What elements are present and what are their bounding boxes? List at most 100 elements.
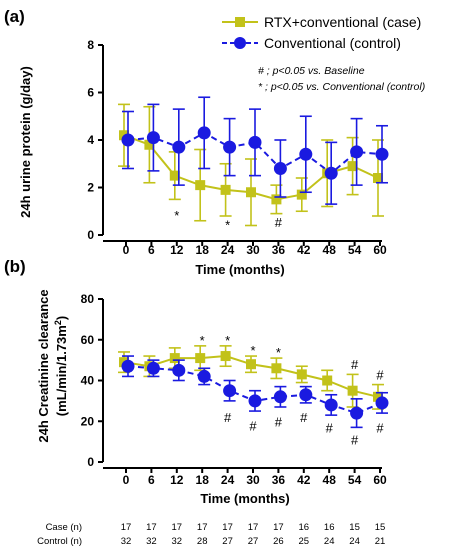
- y-tick-label: 2: [87, 181, 94, 195]
- control-point: [375, 147, 389, 161]
- count-cell: 21: [375, 536, 386, 547]
- count-cell: 17: [172, 522, 183, 533]
- case-point: [347, 385, 358, 396]
- count-cell: 17: [248, 522, 259, 533]
- y-axis-title-b-line2: (mL/min/1.73m2): [53, 316, 69, 416]
- count-cell: 17: [273, 522, 284, 533]
- significance-marker: #: [351, 433, 359, 448]
- count-cell: 28: [197, 536, 208, 547]
- count-cell: 16: [299, 522, 310, 533]
- count-cell: 16: [324, 522, 335, 533]
- case-point: [195, 180, 206, 191]
- significance-marker: #: [351, 357, 359, 372]
- x-tick-label: 18: [196, 473, 210, 487]
- significance-marker: #: [275, 414, 283, 429]
- case-point: [169, 353, 180, 364]
- sample-size-table: Case (n) 17 17 17 17 17 17 17 16 16 15 15 Control (n…: [37, 522, 385, 547]
- significance-marker: #: [300, 410, 308, 425]
- x-tick-label: 54: [348, 243, 362, 257]
- x-tick-label: 24: [221, 243, 235, 257]
- x-tick-label: 60: [373, 473, 387, 487]
- count-cell: 32: [172, 536, 183, 547]
- control-point: [197, 126, 211, 140]
- x-tick-label: 0: [123, 473, 130, 487]
- x-tick-label: 36: [272, 243, 286, 257]
- significance-marker: *: [225, 333, 230, 348]
- chart-panel-b: 0 20 40 60 80 0 6 12 18 24 30 36 42 48 54 60 * * * * # # # # # # #…: [81, 292, 389, 487]
- x-tick-label: 48: [323, 243, 337, 257]
- count-cell: 32: [146, 536, 157, 547]
- control-point: [223, 140, 237, 154]
- x-tick-label: 36: [272, 473, 286, 487]
- case-point: [169, 170, 180, 181]
- significance-marker: *: [250, 343, 255, 358]
- control-point: [248, 394, 262, 408]
- control-series-line: [127, 131, 383, 175]
- case-point: [373, 391, 383, 402]
- control-point: [350, 406, 364, 420]
- count-cell: 17: [197, 522, 208, 533]
- significance-marker: *: [200, 333, 205, 348]
- x-tick-label: 30: [246, 473, 260, 487]
- control-point: [273, 390, 287, 404]
- x-tick-label: 6: [148, 473, 155, 487]
- significance-marker: *: [276, 345, 281, 360]
- case-point: [373, 173, 383, 183]
- count-cell: 17: [146, 522, 157, 533]
- x-tick-label: 24: [221, 473, 235, 487]
- legend-case-label: RTX+conventional (case): [264, 14, 421, 30]
- control-point: [324, 398, 338, 412]
- case-point: [246, 187, 256, 198]
- control-point: [121, 359, 135, 373]
- case-point: [296, 369, 307, 380]
- legend: RTX+conventional (case) Conventional (co…: [222, 14, 421, 51]
- count-cell: 24: [349, 536, 360, 547]
- control-point: [273, 162, 287, 175]
- case-point: [195, 353, 206, 364]
- panel-label-b: (b): [4, 257, 26, 276]
- y-tick-label: 40: [81, 374, 95, 388]
- count-cell: 25: [299, 536, 310, 547]
- x-tick-label: 48: [323, 473, 337, 487]
- legend-control-label: Conventional (control): [264, 35, 401, 51]
- case-point: [296, 189, 307, 200]
- count-cell: 27: [222, 536, 233, 547]
- count-row-label: Control (n): [37, 536, 82, 547]
- count-cell: 26: [273, 536, 284, 547]
- control-point: [350, 145, 364, 159]
- case-point: [271, 194, 282, 205]
- count-cell: 15: [349, 522, 360, 533]
- case-point: [322, 375, 333, 386]
- x-tick-label: 18: [196, 243, 210, 257]
- count-row-label: Case (n): [46, 522, 82, 533]
- panel-label-a: (a): [4, 7, 25, 26]
- x-tick-label: 60: [373, 243, 387, 257]
- x-tick-label: 30: [246, 243, 260, 257]
- count-cell: 15: [375, 522, 386, 533]
- control-point: [172, 363, 186, 377]
- x-tick-label: 12: [170, 473, 184, 487]
- control-point: [324, 166, 338, 180]
- x-tick-label: 42: [297, 243, 311, 257]
- control-point: [299, 147, 313, 161]
- significance-marker: *: [174, 208, 179, 223]
- x-axis-title-a: Time (months): [195, 262, 284, 277]
- y-axis-title-b-line1: 24h Creatinine clearance: [36, 289, 51, 442]
- y-tick-label: 8: [87, 38, 94, 52]
- count-cell: 32: [121, 536, 132, 547]
- control-point: [197, 369, 211, 383]
- significance-marker: #: [376, 420, 384, 435]
- note-conventional: * ; p<0.05 vs. Conventional (control): [258, 81, 425, 93]
- x-tick-label: 6: [148, 243, 155, 257]
- control-point: [172, 140, 186, 154]
- control-point: [146, 361, 160, 375]
- control-point: [223, 384, 237, 398]
- significance-marker: #: [275, 215, 283, 230]
- note-baseline: # ; p<0.05 vs. Baseline: [258, 65, 365, 77]
- legend-case-marker: [235, 17, 245, 27]
- x-tick-label: 54: [348, 473, 362, 487]
- legend-control-marker: [234, 37, 246, 49]
- control-point: [121, 133, 135, 147]
- significance-marker: #: [249, 418, 257, 433]
